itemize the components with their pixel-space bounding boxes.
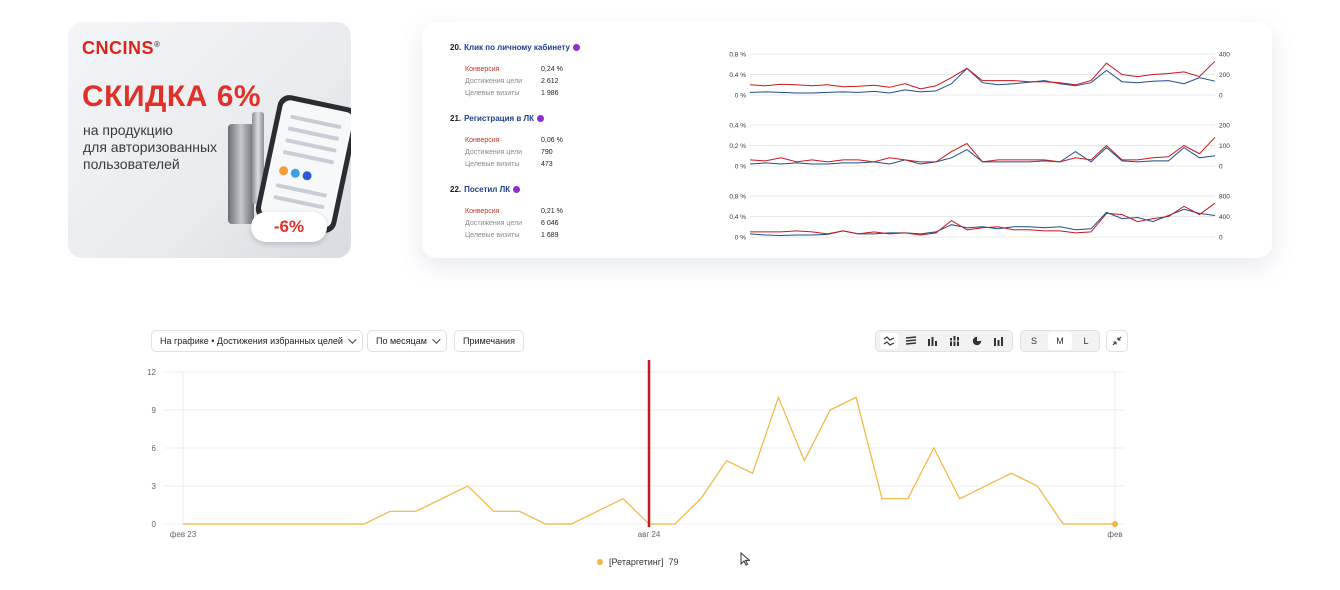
goal-sparkline: 0,8 % 0,4 % 0 % 400 200 0 <box>729 52 1230 100</box>
chart-mode-select[interactable]: На графике • Достижения избранных целей <box>151 330 363 352</box>
pie-chart-icon[interactable] <box>968 333 986 349</box>
y-tick-label: 0,8 % <box>729 52 746 59</box>
y-tick-label: 0 % <box>735 93 746 100</box>
metric-row: Достижения цели 790 <box>465 149 553 156</box>
mouse-cursor-icon <box>740 551 751 571</box>
goals-line-chart[interactable]: 0 3 6 9 12 фев 23 авг 24 фев <box>140 360 1140 550</box>
x-tick-label: фев <box>1107 530 1122 539</box>
bar-chart-icon[interactable] <box>924 333 942 349</box>
metric-row: Целевые визиты 473 <box>465 161 553 168</box>
line-chart-icon[interactable] <box>880 333 898 349</box>
chevron-down-icon <box>348 335 357 344</box>
goal-item: 22. Посетил ЛК <box>450 185 521 194</box>
chevron-down-icon <box>432 335 441 344</box>
y-tick-label: 0 <box>1219 164 1223 171</box>
chart-legend[interactable]: [Ретаргетинг] 79 <box>597 557 679 567</box>
goal-item: 20. Клик по личному кабинету <box>450 43 580 52</box>
size-s-button[interactable]: S <box>1030 336 1037 346</box>
y-tick-label: 6 <box>152 444 157 453</box>
y-tick-label: 9 <box>152 406 157 415</box>
metric-row: Конверсия 0,06 % <box>465 137 563 144</box>
series-line-conversion <box>749 136 1216 163</box>
metric-row: Конверсия 0,24 % <box>465 66 563 73</box>
series-line-conversion <box>749 60 1216 90</box>
column-chart-icon[interactable] <box>990 333 1008 349</box>
last-point-marker <box>1112 521 1118 527</box>
notes-button[interactable]: Примечания <box>454 330 524 352</box>
stacked-bar-icon[interactable] <box>946 333 964 349</box>
y-tick-label: 0,2 % <box>729 143 746 150</box>
metric-row: Достижения цели 2 612 <box>465 78 559 85</box>
legend-dot-icon <box>597 559 603 565</box>
y-tick-label: 400 <box>1219 214 1230 221</box>
goal-sparkline: 0,8 % 0,4 % 0 % 800 400 0 <box>729 194 1230 242</box>
y-tick-label: 200 <box>1219 72 1230 79</box>
goal-type-icon <box>572 44 580 51</box>
goal-title[interactable]: 20. Клик по личному кабинету <box>450 43 580 52</box>
stacked-area-icon[interactable] <box>902 333 920 349</box>
series-line-visits <box>749 208 1216 237</box>
y-tick-label: 3 <box>152 482 157 491</box>
y-tick-label: 0,4 % <box>729 72 746 79</box>
y-tick-label: 0,4 % <box>729 123 746 130</box>
promo-subtitle: на продукцию для авторизованных пользова… <box>83 122 218 172</box>
y-tick-label: 0 % <box>735 164 746 171</box>
discount-badge: -6% <box>251 212 327 242</box>
chart-type-switcher <box>875 330 1013 352</box>
cutting-tool-image <box>228 124 254 224</box>
x-tick-label: фев 23 <box>170 530 197 539</box>
promo-banner[interactable]: CNCINS® СКИДКА 6% на продукцию для автор… <box>68 22 351 258</box>
y-tick-label: 0,8 % <box>729 194 746 201</box>
y-tick-label: 0 <box>1219 93 1223 100</box>
series-line-visits <box>749 67 1216 94</box>
goals-report-card: 20. Клик по личному кабинету Конверсия 0,2… <box>422 22 1272 258</box>
metric-row: Целевые визиты 1 689 <box>465 232 559 239</box>
y-tick-label: 0 <box>1219 235 1223 242</box>
size-m-button[interactable]: M <box>1048 332 1072 350</box>
metric-row: Целевые визиты 1 986 <box>465 90 559 97</box>
metric-row: Конверсия 0,21 % <box>465 208 563 215</box>
goal-sparkline: 0,4 % 0,2 % 0 % 200 100 0 <box>729 123 1230 171</box>
y-tick-label: 400 <box>1219 52 1230 59</box>
y-tick-label: 0 % <box>735 235 746 242</box>
y-tick-label: 800 <box>1219 194 1230 201</box>
promo-title: СКИДКА 6% <box>82 80 262 113</box>
y-tick-label: 0 <box>152 520 157 529</box>
y-tick-label: 12 <box>147 368 156 377</box>
brand-logo: CNCINS® <box>82 38 161 58</box>
goal-type-icon <box>537 115 545 122</box>
chart-size-switcher: S M L <box>1020 330 1100 352</box>
collapse-icon[interactable] <box>1106 330 1128 352</box>
metric-row: Достижения цели 6 046 <box>465 220 559 227</box>
goal-title[interactable]: 21. Регистрация в ЛК <box>450 114 545 123</box>
goal-item: 21. Регистрация в ЛК <box>450 114 545 123</box>
period-select[interactable]: По месяцам <box>367 330 447 352</box>
goal-type-icon <box>513 186 521 193</box>
x-tick-label: авг 24 <box>638 530 661 539</box>
y-tick-label: 0,4 % <box>729 214 746 221</box>
y-tick-label: 100 <box>1219 143 1230 150</box>
y-tick-label: 200 <box>1219 123 1230 130</box>
goal-title[interactable]: 22. Посетил ЛК <box>450 185 521 194</box>
series-line-conversion <box>750 202 1216 236</box>
size-l-button[interactable]: L <box>1083 336 1089 346</box>
